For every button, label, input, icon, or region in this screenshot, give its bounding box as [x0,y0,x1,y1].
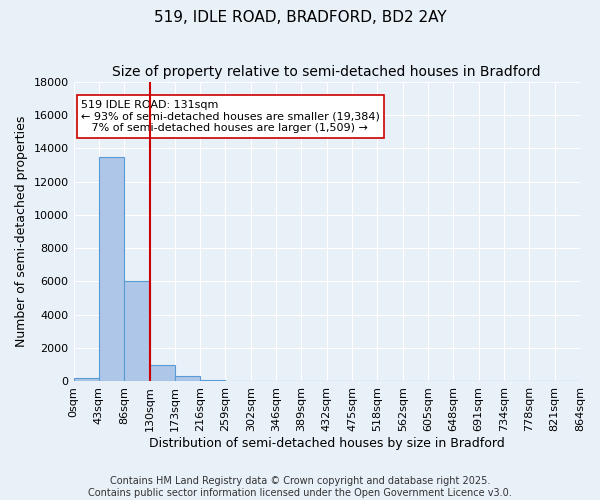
Bar [74,378,99,382]
Title: Size of property relative to semi-detached houses in Bradford: Size of property relative to semi-detach… [112,65,541,79]
Bar [149,365,175,382]
Text: 519, IDLE ROAD, BRADFORD, BD2 2AY: 519, IDLE ROAD, BRADFORD, BD2 2AY [154,10,446,25]
Bar [99,156,124,382]
Bar [200,380,226,382]
Bar [175,376,200,382]
X-axis label: Distribution of semi-detached houses by size in Bradford: Distribution of semi-detached houses by … [149,437,505,450]
Bar [124,282,149,382]
Text: 519 IDLE ROAD: 131sqm
← 93% of semi-detached houses are smaller (19,384)
   7% o: 519 IDLE ROAD: 131sqm ← 93% of semi-deta… [81,100,380,133]
Text: Contains HM Land Registry data © Crown copyright and database right 2025.
Contai: Contains HM Land Registry data © Crown c… [88,476,512,498]
Y-axis label: Number of semi-detached properties: Number of semi-detached properties [15,116,28,347]
